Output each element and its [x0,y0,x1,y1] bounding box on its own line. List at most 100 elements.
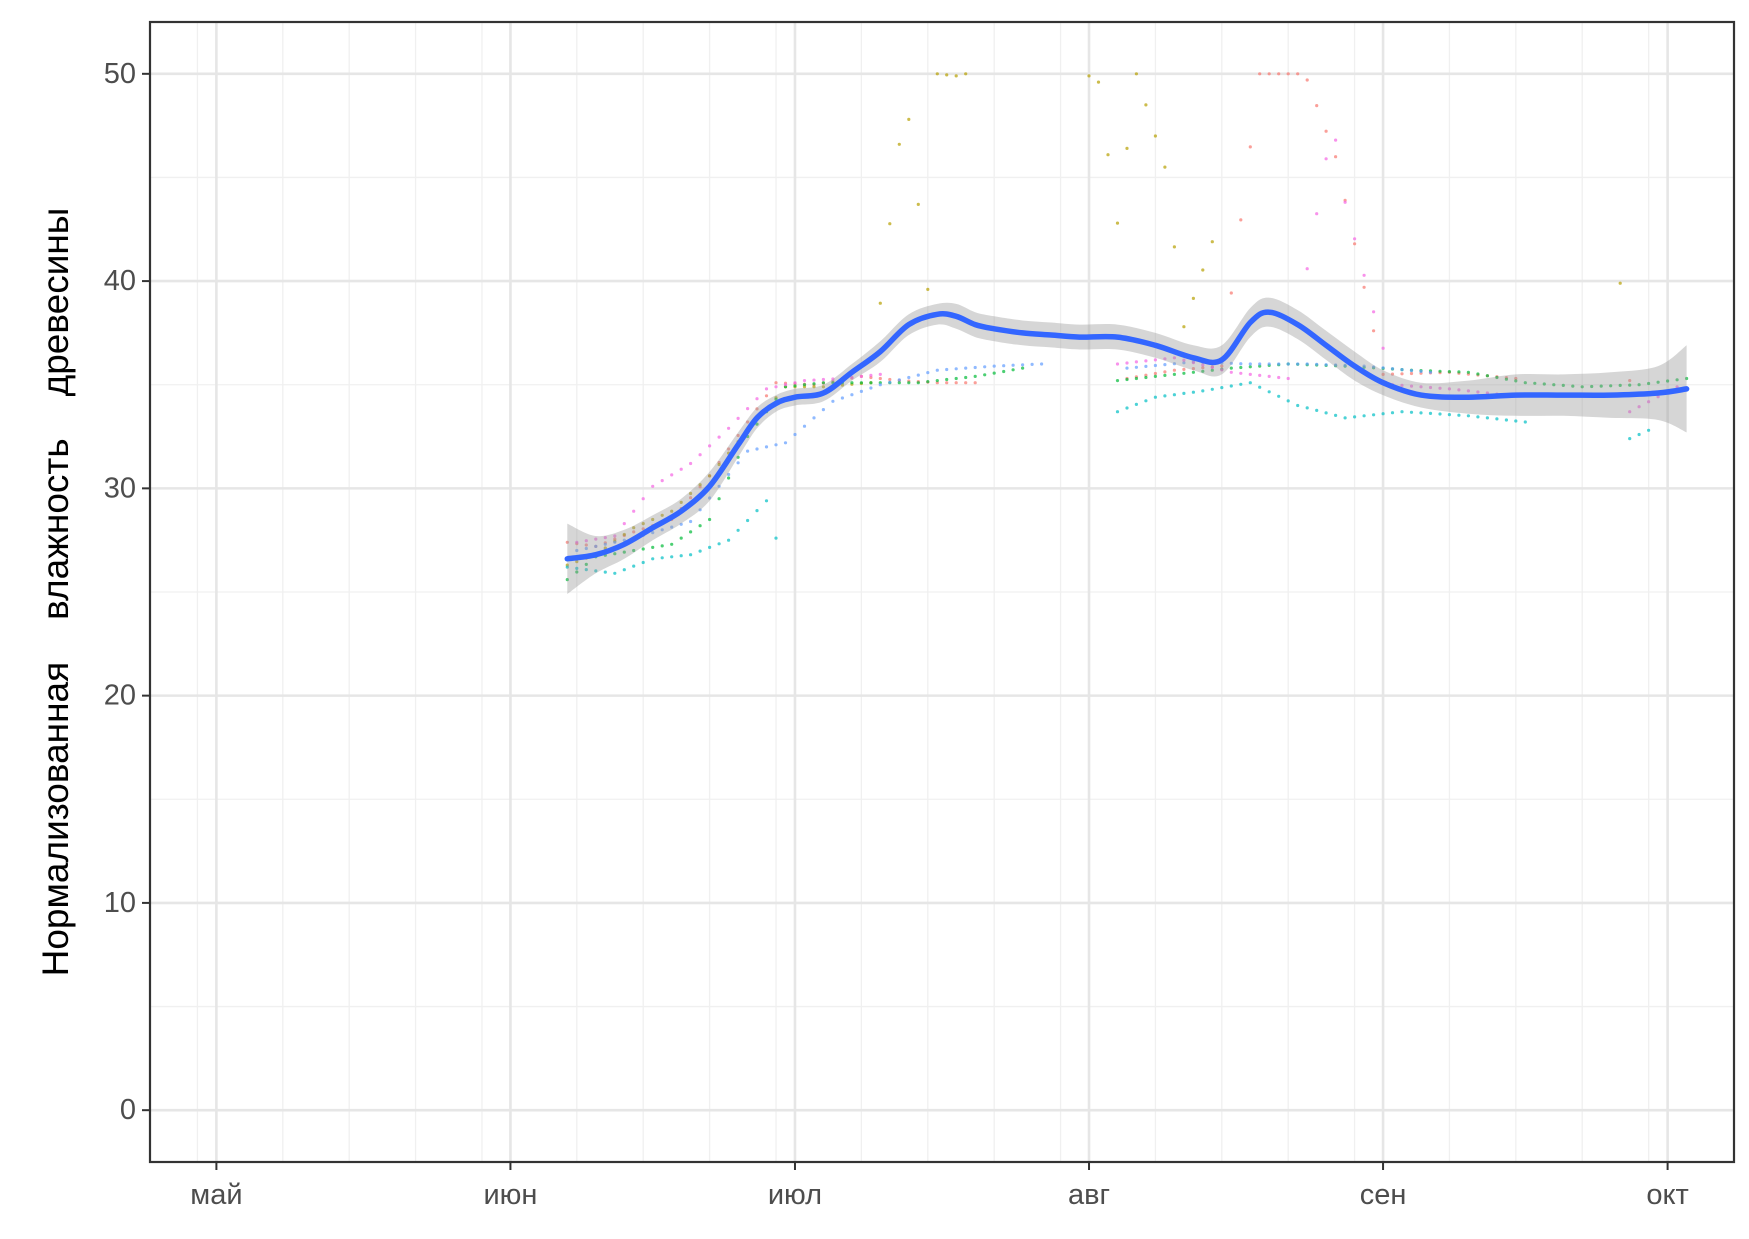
x-axis: май июн июл авг сен окт [190,1162,1689,1211]
data-point [594,537,598,541]
data-point [869,373,873,377]
data-point [1666,379,1670,383]
data-point [840,383,845,387]
data-point [1210,368,1214,372]
data-point [651,545,655,550]
data-point [670,473,674,477]
data-point [717,497,721,501]
data-point [859,389,864,393]
data-point [1125,406,1129,410]
data-point [1002,364,1006,368]
data-point [651,517,655,522]
data-point [1210,240,1214,244]
data-point [717,462,721,467]
data-point [689,496,693,500]
data-point [821,377,826,382]
data-point [1248,365,1252,369]
data-point [1296,403,1300,408]
data-point [1599,384,1603,388]
data-point [859,374,864,378]
data-point [1144,103,1148,107]
data-point [774,385,778,389]
data-point [935,379,939,383]
data-point [1362,414,1366,418]
data-point [869,386,873,390]
data-point [1286,376,1290,381]
data-point [1656,380,1660,384]
data-point [1400,372,1404,376]
data-point [821,385,826,389]
data-point [736,455,740,459]
smooth-confidence-ribbon [567,297,1687,595]
data-point [1134,365,1138,369]
data-point [1324,129,1328,133]
data-point [1637,383,1641,387]
data-point [821,408,826,412]
data-point [1628,437,1632,441]
data-point [594,544,598,549]
data-point [1353,237,1357,241]
data-point [1258,72,1262,76]
data-point [1628,379,1632,383]
data-point [1372,413,1376,417]
data-point [1220,364,1224,368]
data-point [888,222,892,226]
data-point [565,565,569,569]
data-point [1267,390,1271,394]
smooth-line [564,309,1690,562]
data-point [1409,384,1414,388]
data-point [935,368,939,372]
data-point [1220,368,1224,372]
data-point [708,474,712,478]
data-point [1248,362,1252,366]
data-point [1315,408,1319,412]
data-point [1381,412,1385,416]
data-point [793,432,797,437]
data-point [717,542,721,546]
data-point [660,528,664,532]
data-points [565,72,1689,582]
data-point [1182,367,1186,371]
data-point [1182,361,1186,365]
point-series-6 [575,138,1679,544]
data-point [1030,362,1034,366]
data-point [1134,402,1138,406]
data-point [1428,385,1433,390]
data-point [983,365,987,369]
data-point [1438,412,1442,416]
data-point [727,426,731,430]
data-point [1144,399,1148,403]
data-point [1172,362,1176,366]
data-point [1514,379,1518,383]
data-point [1134,72,1138,76]
data-point [1040,362,1044,366]
data-point [1315,212,1319,216]
data-point [1267,72,1271,76]
data-point [679,500,683,504]
data-point [859,381,864,385]
data-point [1191,390,1195,394]
data-point [1153,374,1157,378]
data-point [1144,373,1148,377]
data-point [708,545,712,550]
data-point [679,536,683,540]
data-point [1125,366,1129,370]
data-point [755,447,759,451]
point-series-4 [565,381,1651,575]
data-point [698,549,702,553]
data-point [983,373,987,377]
data-point [888,377,892,382]
data-point [746,518,750,523]
data-point [727,447,731,451]
data-point [1163,363,1167,367]
data-point [584,568,588,572]
data-point [1096,80,1101,84]
data-point [1239,362,1243,366]
data-point [1362,364,1366,368]
data-point [1191,361,1195,365]
data-point [736,461,740,465]
data-point [1296,362,1300,366]
data-point [850,375,854,380]
data-point [1258,362,1262,366]
